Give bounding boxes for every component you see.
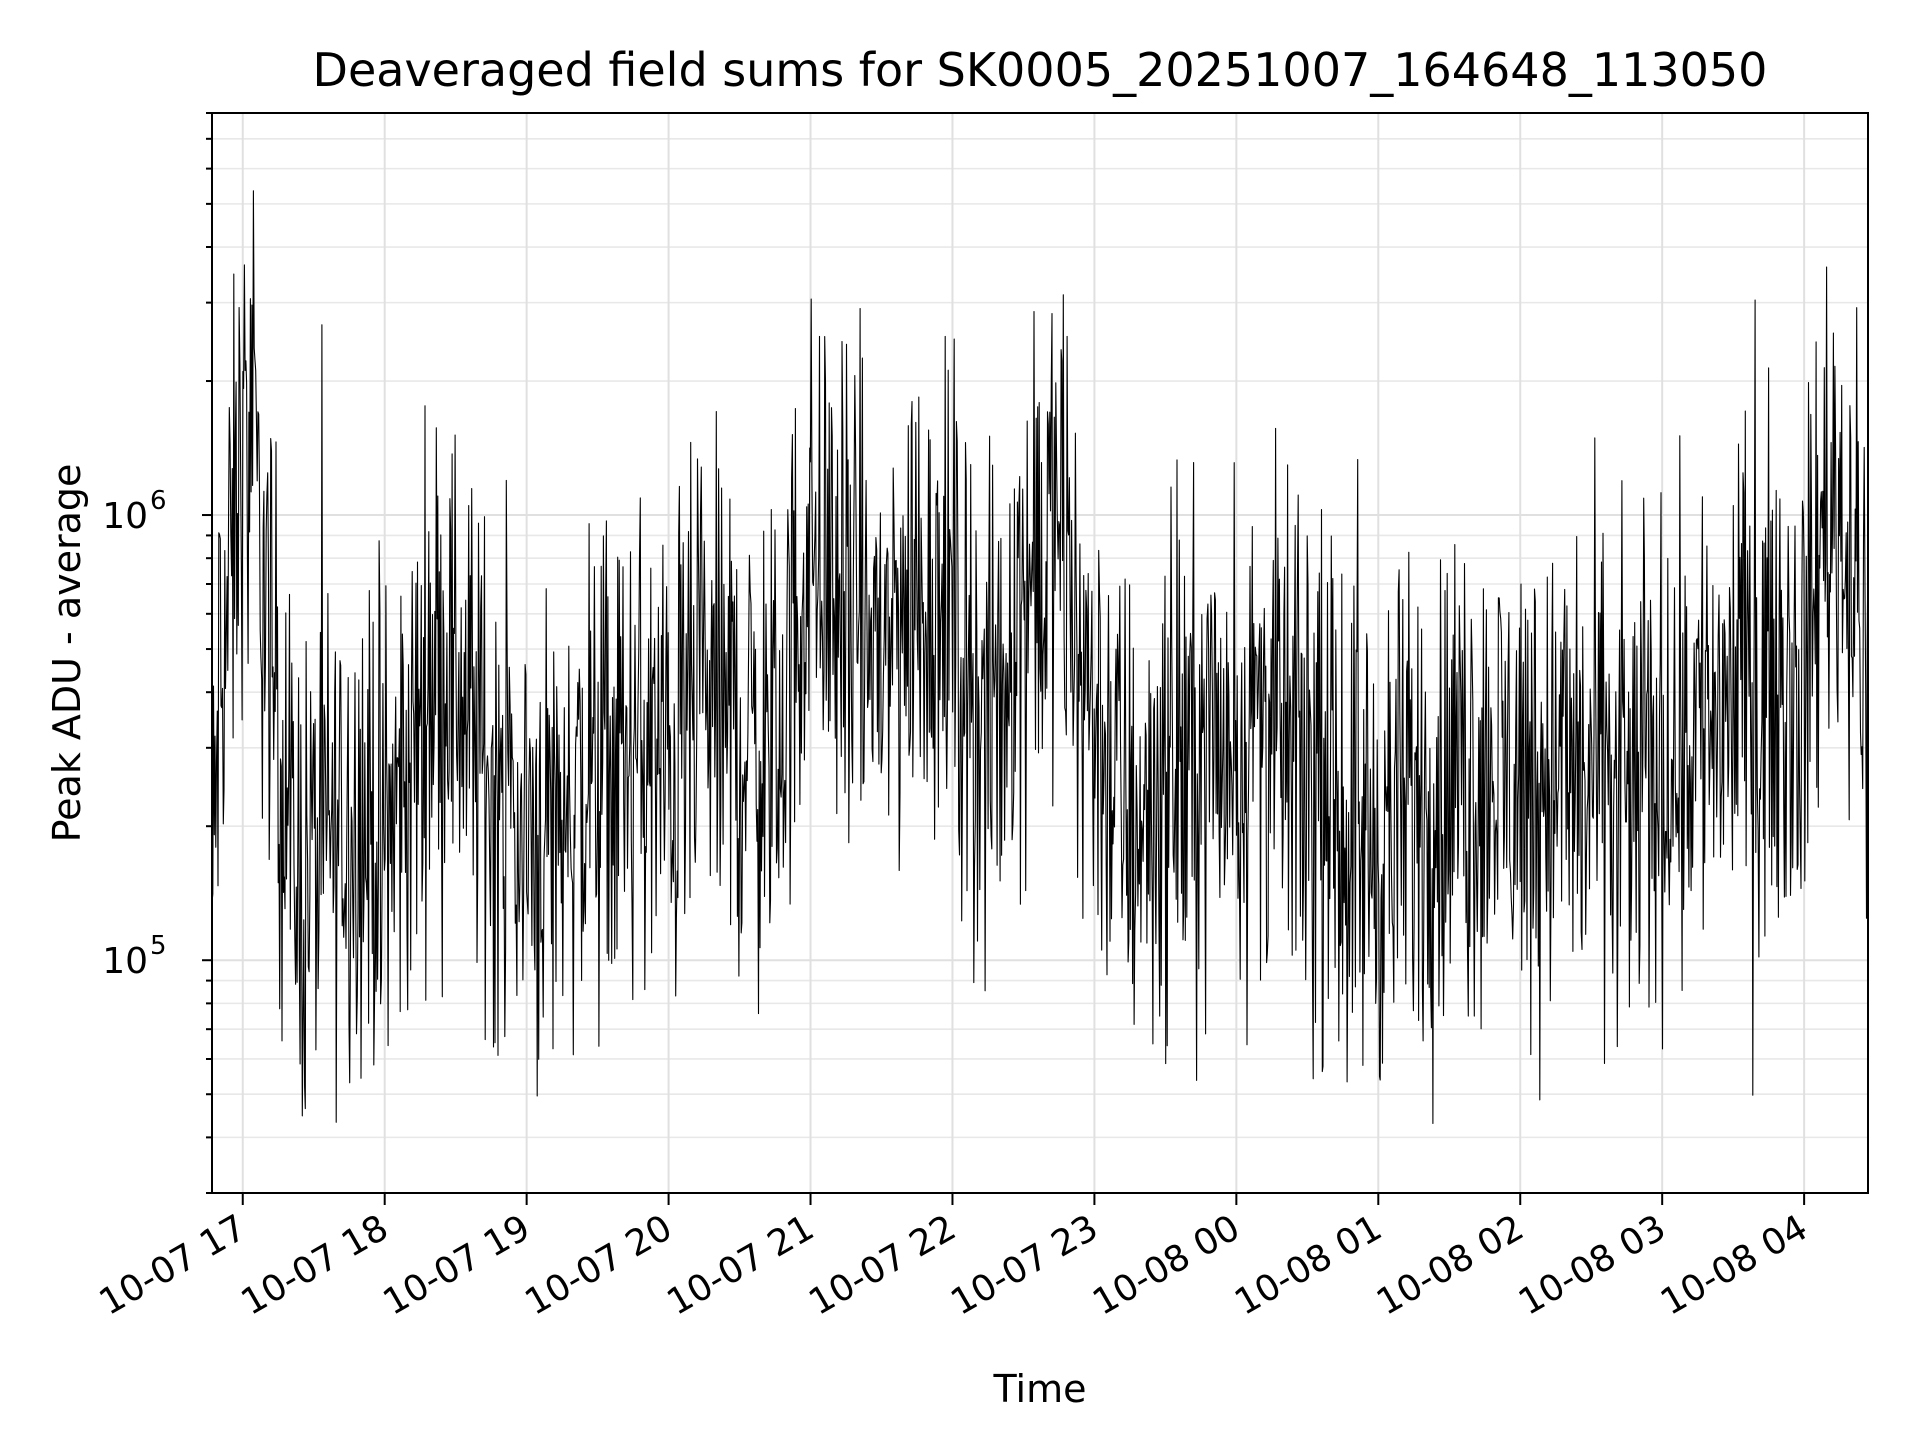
chart-title: Deaveraged field sums for SK0005_2025100…: [313, 43, 1768, 97]
x-tick-label: 10-07 20: [518, 1207, 679, 1323]
y-axis-label: Peak ADU - average: [45, 464, 89, 843]
y-tick-label: 10: [102, 496, 148, 537]
y-tick-label: 10: [102, 941, 148, 982]
x-tick-label: 10-07 22: [802, 1207, 963, 1323]
plot-frame: [211, 112, 1869, 1194]
y-tick-exponent: 5: [150, 931, 167, 961]
x-tick-label: 10-07 23: [944, 1207, 1105, 1323]
x-tick-label: 10-08 03: [1512, 1207, 1673, 1323]
series-layer: [211, 190, 1869, 1125]
x-tick-label: 10-07 21: [660, 1207, 821, 1323]
x-tick-label: 10-08 01: [1228, 1207, 1389, 1323]
series-line: [211, 190, 1869, 1125]
x-tick-label: 10-08 02: [1370, 1207, 1531, 1323]
x-tick-label: 10-07 19: [376, 1207, 537, 1323]
x-tick-label: 10-08 04: [1654, 1207, 1815, 1323]
x-tick-label: 10-07 18: [235, 1207, 396, 1323]
x-tick-label: 10-07 17: [93, 1207, 254, 1323]
y-tick-exponent: 6: [150, 486, 167, 516]
x-axis-label: Time: [993, 1367, 1087, 1411]
x-tick-label: 10-08 00: [1086, 1207, 1247, 1323]
